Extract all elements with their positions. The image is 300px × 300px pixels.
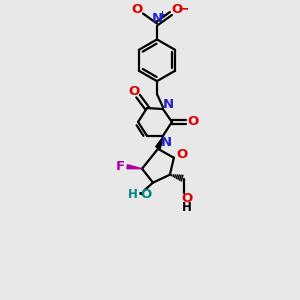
- Text: N: N: [162, 98, 173, 111]
- Text: H: H: [182, 201, 192, 214]
- Text: −: −: [178, 2, 190, 16]
- Polygon shape: [156, 137, 163, 149]
- Text: O: O: [128, 85, 140, 98]
- Text: +: +: [158, 10, 165, 19]
- Text: O: O: [171, 3, 182, 16]
- Text: O: O: [131, 3, 143, 16]
- Text: ·: ·: [137, 187, 143, 202]
- Text: H: H: [128, 188, 138, 201]
- Text: N: N: [152, 12, 163, 25]
- Polygon shape: [127, 165, 142, 169]
- Text: O: O: [176, 148, 188, 161]
- Text: O: O: [181, 192, 192, 205]
- Text: N: N: [160, 136, 172, 149]
- Text: F: F: [116, 160, 125, 173]
- Text: O: O: [140, 188, 152, 201]
- Text: O: O: [187, 116, 198, 128]
